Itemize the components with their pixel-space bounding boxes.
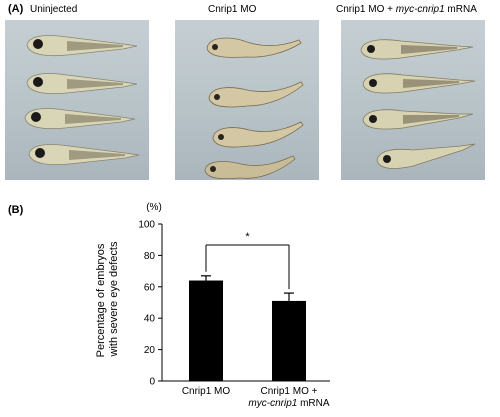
tadpole: [24, 108, 136, 130]
x-tick-label: myc-cnrip1 mRNA: [248, 398, 329, 409]
significance-marker: *: [245, 231, 250, 243]
y-axis-label: Percentage of embryos with severe eye de…: [95, 241, 120, 358]
embryo-photo-rescue: [341, 20, 485, 180]
tadpole: [212, 121, 304, 148]
tadpole: [26, 35, 138, 57]
embryo-photo-uninjected: [5, 20, 149, 180]
y-axis-label-line: Percentage of embryos: [95, 243, 107, 357]
x-tick-label: Cnrip1 MO +: [261, 386, 318, 397]
column-title-rescue: Cnrip1 MO + myc-cnrip1 mRNA: [336, 4, 477, 15]
y-axis-label-line: with severe eye defects: [108, 241, 120, 357]
tadpole: [362, 73, 476, 94]
column-title-rescue-prefix: Cnrip1 MO +: [336, 4, 396, 15]
column-title-uninjected: Uninjected: [30, 4, 78, 15]
bar-chart: (%) Percentage of embryos with severe ey…: [95, 202, 330, 409]
column-title-rescue-suffix: mRNA: [444, 4, 477, 15]
y-tick-label: 40: [144, 314, 156, 325]
column-title-cnrip1-mo: Cnrip1 MO: [208, 4, 257, 15]
column-title-rescue-gene: myc-cnrip1: [395, 4, 445, 15]
tadpole: [360, 39, 474, 60]
y-tick-label: 100: [138, 220, 155, 231]
tadpole: [26, 73, 138, 95]
tadpole: [28, 144, 140, 166]
panel-b-label: (B): [8, 204, 24, 216]
bar: [272, 300, 306, 381]
tadpole: [206, 37, 302, 58]
y-tick-label: 60: [144, 282, 156, 293]
panel-a-label: (A): [8, 3, 24, 15]
tadpole: [376, 143, 476, 169]
bar: [189, 280, 223, 381]
y-tick-label: 20: [144, 345, 156, 356]
x-tick-label: Cnrip1 MO: [182, 386, 231, 397]
y-tick-label: 80: [144, 251, 156, 262]
embryo-photo-cnrip1-mo: [175, 20, 319, 180]
tadpole: [204, 155, 296, 179]
y-tick-label: 0: [149, 377, 155, 388]
y-axis-unit-label: (%): [146, 202, 162, 213]
tadpole: [208, 81, 304, 108]
tadpole: [362, 109, 474, 130]
